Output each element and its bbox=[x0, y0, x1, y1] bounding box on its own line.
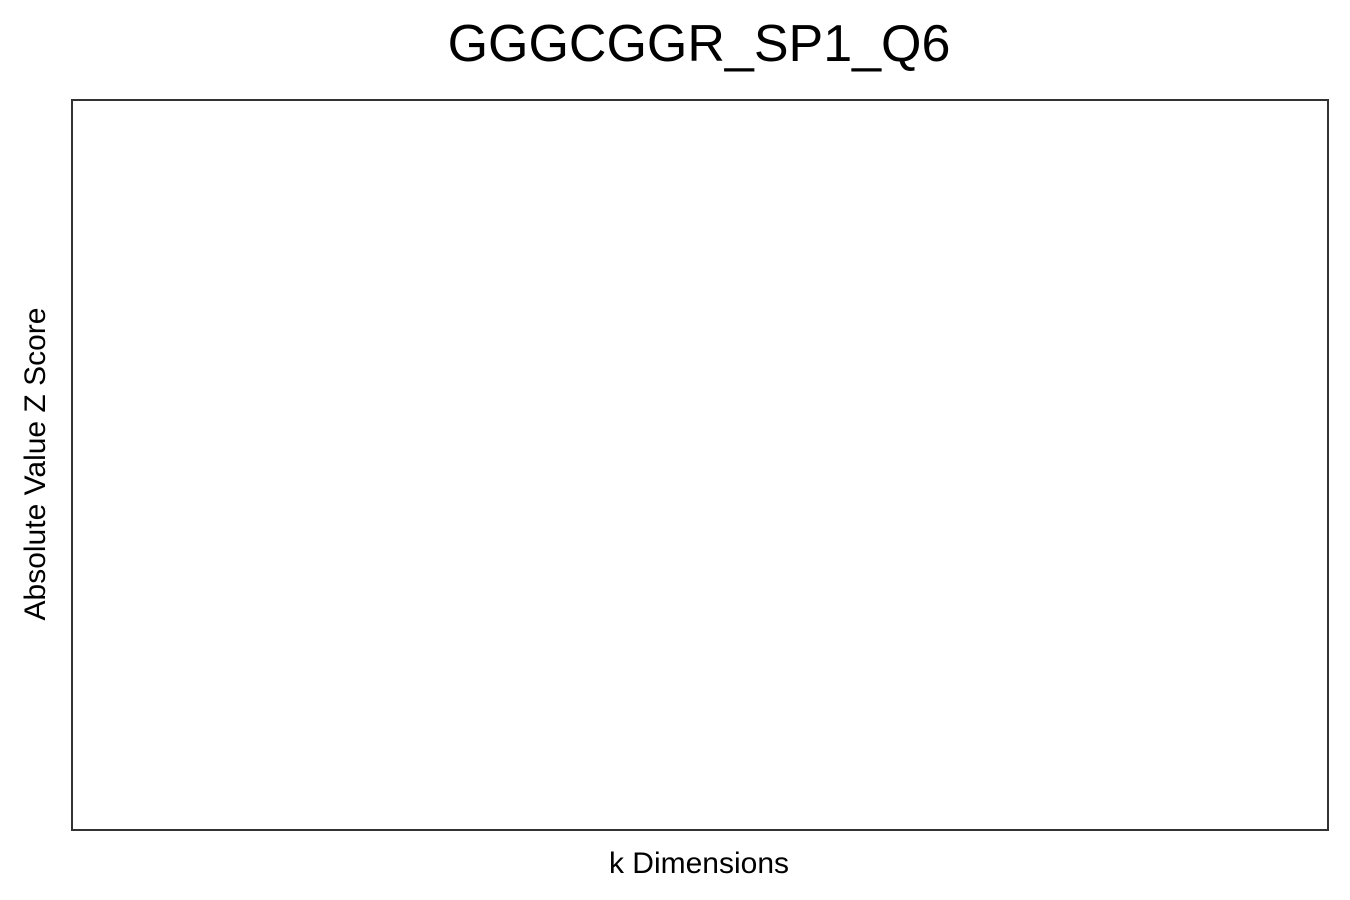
x-axis-label: k Dimensions bbox=[608, 847, 790, 880]
plot-canvas bbox=[73, 101, 1327, 829]
plot-area bbox=[71, 99, 1329, 831]
y-axis-label: Absolute Value Z Score bbox=[19, 307, 52, 621]
chart-title: GGGCGGR_SP1_Q6 bbox=[447, 15, 951, 73]
